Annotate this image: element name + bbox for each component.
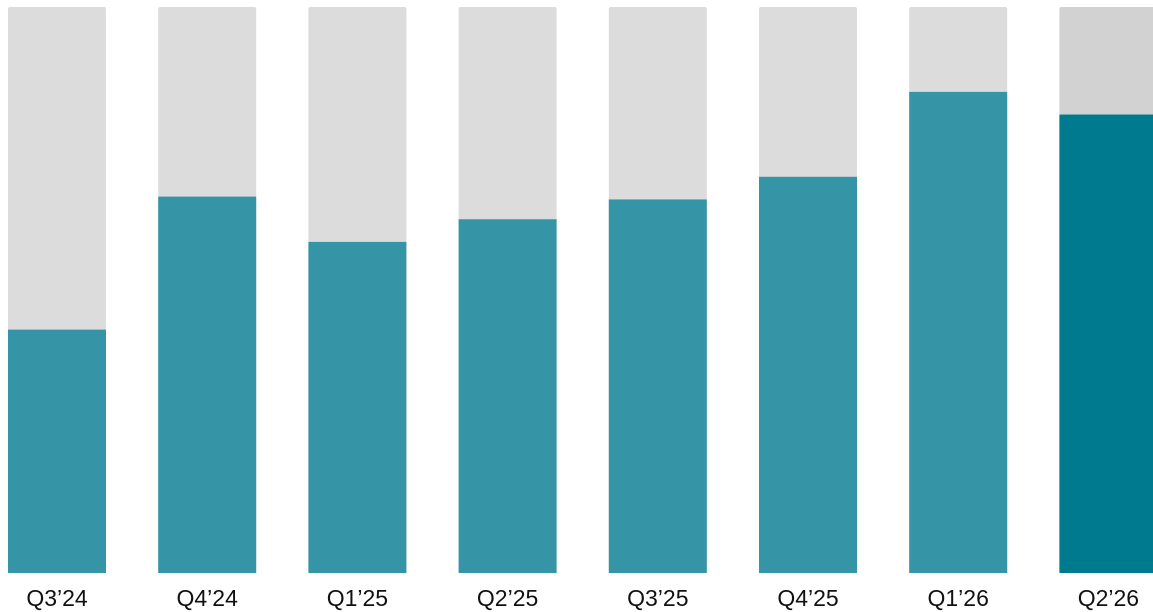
bar-value [1059, 114, 1153, 573]
x-tick-label: Q3’24 [26, 585, 88, 611]
bar-value [8, 329, 106, 573]
bar-value [759, 176, 857, 574]
x-tick-label: Q2’25 [477, 585, 538, 611]
bar-value [158, 196, 257, 574]
bar-value [909, 91, 1008, 574]
bar-value [458, 219, 557, 573]
x-tick-label: Q4’24 [177, 585, 239, 611]
x-tick-label: Q2’26 [1078, 585, 1139, 611]
x-tick-label: Q4’25 [777, 585, 838, 611]
bar-value [308, 241, 407, 573]
x-axis-labels: Q3’24 Q4’24 Q1’25 Q2’25 Q3’25 Q4’25 Q1’26 Q2’26 [26, 585, 1139, 611]
bars-group [8, 7, 1153, 574]
x-tick-label: Q1’26 [928, 585, 989, 611]
bar-value [608, 199, 707, 573]
x-tick-label: Q1’25 [327, 585, 388, 611]
x-tick-label: Q3’25 [627, 585, 688, 611]
